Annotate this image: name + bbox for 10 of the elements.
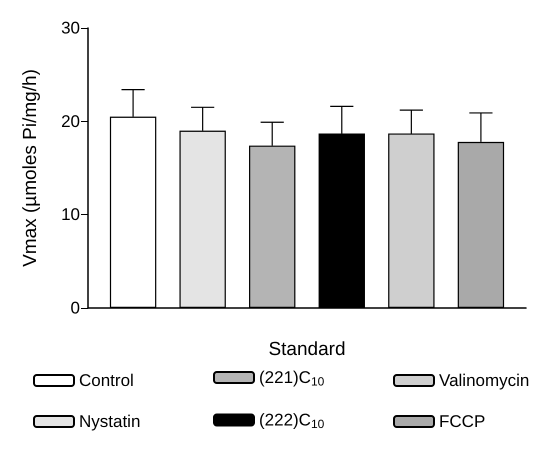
y-axis-title: Vmax (µmoles Pi/mg/h) bbox=[20, 69, 41, 267]
y-tick-label: 0 bbox=[70, 298, 80, 318]
y-tick-label: 20 bbox=[61, 112, 80, 131]
legend-label: Valinomycin bbox=[439, 371, 530, 390]
legend-label: Nystatin bbox=[79, 412, 140, 431]
legend-label: Control bbox=[79, 371, 134, 390]
y-tick-label: 30 bbox=[61, 18, 80, 38]
legend-label: FCCP bbox=[439, 412, 486, 431]
x-axis-title: Standard bbox=[268, 339, 346, 360]
y-tick-label: 10 bbox=[61, 205, 80, 224]
